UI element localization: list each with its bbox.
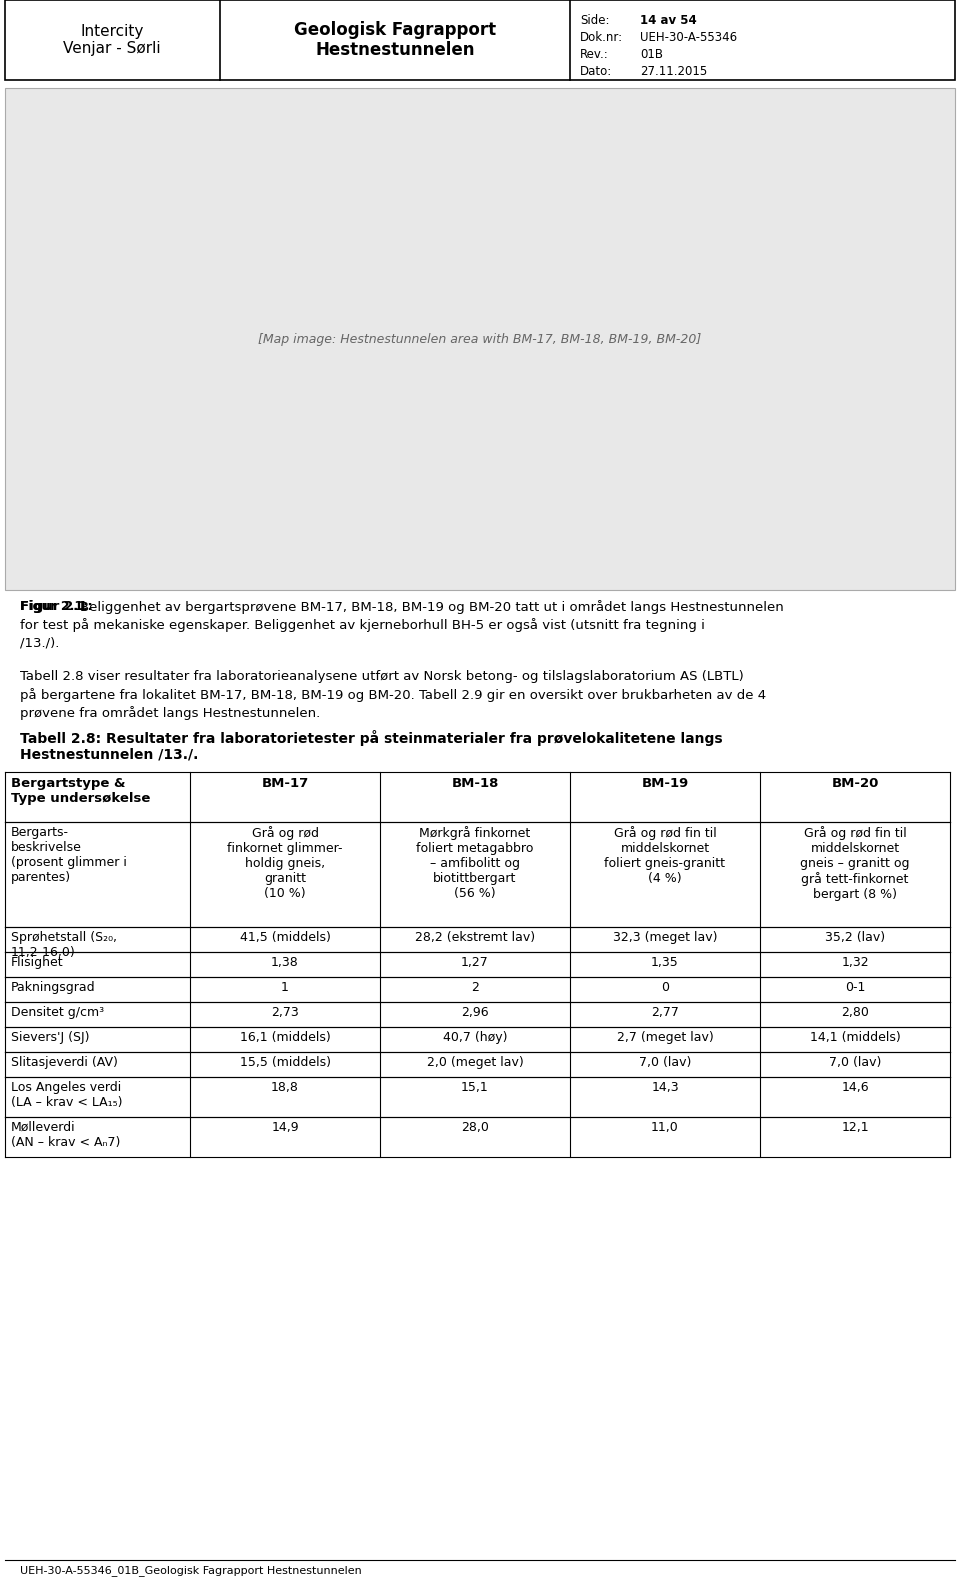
Text: Pakningsgrad: Pakningsgrad (11, 981, 96, 993)
Text: 0-1: 0-1 (845, 981, 865, 993)
Bar (5, 87, 955, 590)
Text: 0: 0 (661, 981, 669, 993)
Text: Tabell 2.8 viser resultater fra laboratorieanalysene utført av Norsk betong- og : Tabell 2.8 viser resultater fra laborato… (20, 670, 744, 682)
Text: Sprøhetstall (S₂₀,
11,2-16,0): Sprøhetstall (S₂₀, 11,2-16,0) (11, 932, 117, 959)
Text: Bergarts-
beskrivelse
(prosent glimmer i
parentes): Bergarts- beskrivelse (prosent glimmer i… (11, 825, 127, 884)
Text: 14,1 (middels): 14,1 (middels) (809, 1032, 900, 1044)
Text: 1,32: 1,32 (841, 955, 869, 970)
Text: 7,0 (lav): 7,0 (lav) (638, 1055, 691, 1070)
Text: 2,77: 2,77 (651, 1006, 679, 1019)
Text: 14 av 54: 14 av 54 (640, 14, 697, 27)
Text: Intercity
Venjar - Sørli: Intercity Venjar - Sørli (63, 24, 161, 56)
Text: 2,7 (meget lav): 2,7 (meget lav) (616, 1032, 713, 1044)
Text: UEH-30-A-55346: UEH-30-A-55346 (640, 32, 737, 44)
Text: UEH-30-A-55346_01B_Geologisk Fagrapport Hestnestunnelen: UEH-30-A-55346_01B_Geologisk Fagrapport … (20, 1565, 362, 1576)
Text: /13./).: /13./). (20, 636, 60, 649)
Text: 1,38: 1,38 (271, 955, 299, 970)
Text: Grå og rød
finkornet glimmer-
holdig gneis,
granitt
(10 %): Grå og rød finkornet glimmer- holdig gne… (228, 825, 343, 900)
Text: 12,1: 12,1 (841, 1120, 869, 1135)
Text: 1,27: 1,27 (461, 955, 489, 970)
Text: Tabell 2.8: Resultater fra laboratorietester på steinmaterialer fra prøvelokalit: Tabell 2.8: Resultater fra laboratoriete… (20, 730, 723, 746)
Text: 11,0: 11,0 (651, 1120, 679, 1135)
Text: 7,0 (lav): 7,0 (lav) (828, 1055, 881, 1070)
Text: 1,35: 1,35 (651, 955, 679, 970)
Text: Side:: Side: (580, 14, 610, 27)
Text: Grå og rød fin til
middelskornet
foliert gneis-granitt
(4 %): Grå og rød fin til middelskornet foliert… (605, 825, 726, 886)
Text: Mørkgrå finkornet
foliert metagabbro
– amfibolitt og
biotittbergart
(56 %): Mørkgrå finkornet foliert metagabbro – a… (417, 825, 534, 900)
Text: 14,3: 14,3 (651, 1081, 679, 1093)
Text: Flisighet: Flisighet (11, 955, 63, 970)
Text: 41,5 (middels): 41,5 (middels) (240, 932, 330, 944)
Text: 16,1 (middels): 16,1 (middels) (240, 1032, 330, 1044)
Text: 2,73: 2,73 (271, 1006, 299, 1019)
Text: Rev.:: Rev.: (580, 48, 609, 60)
Text: 40,7 (høy): 40,7 (høy) (443, 1032, 507, 1044)
Text: Slitasjeverdi (AV): Slitasjeverdi (AV) (11, 1055, 118, 1070)
Text: 01B: 01B (640, 48, 663, 60)
Text: 2,80: 2,80 (841, 1006, 869, 1019)
Text: Los Angeles verdi
(LA – krav < LA₁₅): Los Angeles verdi (LA – krav < LA₁₅) (11, 1081, 123, 1109)
Text: [Map image: Hestnestunnelen area with BM-17, BM-18, BM-19, BM-20]: [Map image: Hestnestunnelen area with BM… (258, 333, 702, 346)
Text: Hestnestunnelen /13./.: Hestnestunnelen /13./. (20, 747, 199, 762)
Text: 2: 2 (471, 981, 479, 993)
Text: BM-17: BM-17 (261, 778, 308, 790)
Text: 28,0: 28,0 (461, 1120, 489, 1135)
Text: 2,0 (meget lav): 2,0 (meget lav) (426, 1055, 523, 1070)
Text: 14,9: 14,9 (271, 1120, 299, 1135)
Text: for test på mekaniske egenskaper. Beliggenhet av kjerneborhull BH-5 er også vist: for test på mekaniske egenskaper. Beligg… (20, 617, 705, 632)
Bar (5, 0, 955, 79)
Text: Dok.nr:: Dok.nr: (580, 32, 623, 44)
Text: 28,2 (ekstremt lav): 28,2 (ekstremt lav) (415, 932, 535, 944)
Text: BM-19: BM-19 (641, 778, 688, 790)
Text: 2,96: 2,96 (461, 1006, 489, 1019)
Text: 27.11.2015: 27.11.2015 (640, 65, 708, 78)
Text: 1: 1 (281, 981, 289, 993)
Text: 15,5 (middels): 15,5 (middels) (239, 1055, 330, 1070)
Text: Bergartstype &
Type undersøkelse: Bergartstype & Type undersøkelse (11, 778, 151, 805)
Text: Figur 2.1:: Figur 2.1: (20, 600, 92, 613)
Text: prøvene fra området langs Hestnestunnelen.: prøvene fra området langs Hestnestunnele… (20, 706, 321, 720)
Text: Mølleverdi
(AN – krav < Aₙ7): Mølleverdi (AN – krav < Aₙ7) (11, 1120, 120, 1149)
Text: Grå og rød fin til
middelskornet
gneis – granitt og
grå tett-finkornet
bergart (: Grå og rød fin til middelskornet gneis –… (801, 825, 910, 901)
Text: 35,2 (lav): 35,2 (lav) (825, 932, 885, 944)
Text: 14,6: 14,6 (841, 1081, 869, 1093)
Text: BM-18: BM-18 (451, 778, 498, 790)
Text: 15,1: 15,1 (461, 1081, 489, 1093)
Text: Beliggenhet av bergartsprøvene BM-17, BM-18, BM-19 og BM-20 tatt ut i området la: Beliggenhet av bergartsprøvene BM-17, BM… (81, 600, 784, 614)
Text: Sievers'J (SJ): Sievers'J (SJ) (11, 1032, 89, 1044)
Text: Figur 2.1:: Figur 2.1: (20, 600, 97, 613)
Text: BM-20: BM-20 (831, 778, 878, 790)
Text: Densitet g/cm³: Densitet g/cm³ (11, 1006, 104, 1019)
Text: 18,8: 18,8 (271, 1081, 299, 1093)
Text: Geologisk Fagrapport
Hestnestunnelen: Geologisk Fagrapport Hestnestunnelen (294, 21, 496, 59)
Text: på bergartene fra lokalitet BM-17, BM-18, BM-19 og BM-20. Tabell 2.9 gir en over: på bergartene fra lokalitet BM-17, BM-18… (20, 689, 766, 701)
Text: Dato:: Dato: (580, 65, 612, 78)
Text: 32,3 (meget lav): 32,3 (meget lav) (612, 932, 717, 944)
